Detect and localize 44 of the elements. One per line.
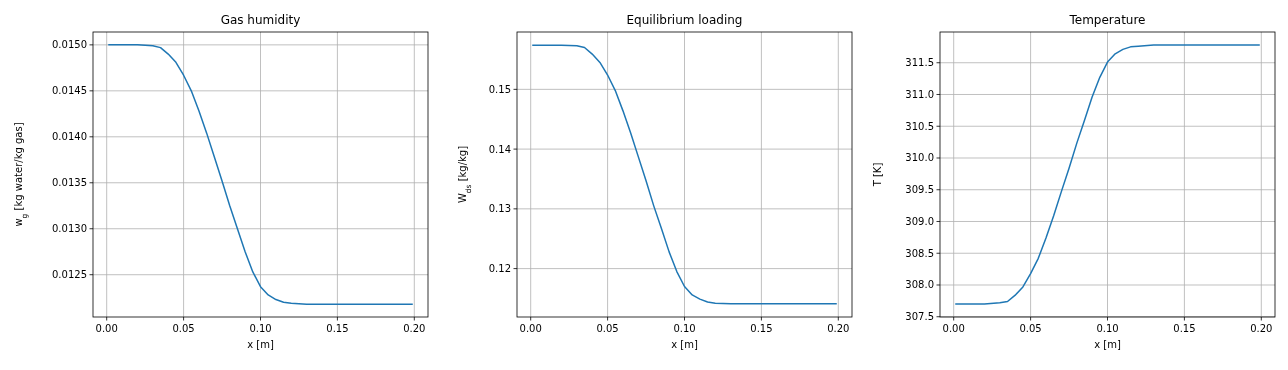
y-tick-label: 309.0 xyxy=(905,215,934,227)
y-axis-title: T [K] xyxy=(872,162,883,188)
y-tick-label: 309.5 xyxy=(905,184,934,196)
y-tick-label: 0.15 xyxy=(488,83,511,95)
y-tick-label: 0.0135 xyxy=(52,177,87,189)
x-tick-label: 0.10 xyxy=(673,323,696,334)
y-tick-label: 311.5 xyxy=(905,57,934,69)
chart-title: Temperature xyxy=(1068,13,1146,27)
y-tick-label: 0.14 xyxy=(488,143,511,155)
y-tick-label: 308.0 xyxy=(905,279,934,291)
y-tick-label: 0.13 xyxy=(488,203,511,215)
x-tick-label: 0.15 xyxy=(326,323,349,334)
y-tick-label: 311.0 xyxy=(905,88,934,100)
x-tick-label: 0.05 xyxy=(596,323,619,334)
x-tick-label: 0.20 xyxy=(827,323,850,334)
y-tick-label: 310.0 xyxy=(905,152,934,164)
x-tick-label: 0.00 xyxy=(942,323,965,334)
x-tick-label: 0.15 xyxy=(1173,323,1196,334)
line-series xyxy=(107,44,414,305)
x-tick-label: 0.15 xyxy=(750,323,773,334)
x-tick-label: 0.05 xyxy=(1019,323,1042,334)
line-series xyxy=(954,44,1261,305)
x-axis-title: x [m] xyxy=(671,339,698,350)
x-tick-label: 0.10 xyxy=(1096,323,1119,334)
x-tick-label: 0.10 xyxy=(249,323,272,334)
chart-title: Gas humidity xyxy=(220,13,301,27)
x-tick-label: 0.20 xyxy=(403,323,426,334)
y-tick-label: 0.0140 xyxy=(52,131,87,143)
x-tick-label: 0.00 xyxy=(95,323,118,334)
y-tick-label: 310.5 xyxy=(905,120,934,132)
line-series xyxy=(531,44,838,305)
x-tick-label: 0.00 xyxy=(519,323,542,334)
chart-title: Equilibrium loading xyxy=(626,13,743,27)
x-axis-title: x [m] xyxy=(247,339,274,350)
y-tick-label: 0.0130 xyxy=(52,223,87,235)
y-tick-label: 0.0145 xyxy=(52,85,87,97)
x-axis-title: x [m] xyxy=(1094,339,1121,350)
y-tick-label: 0.0150 xyxy=(52,39,87,51)
x-tick-label: 0.20 xyxy=(1250,323,1273,334)
y-tick-label: 0.0125 xyxy=(52,269,87,281)
x-tick-label: 0.05 xyxy=(172,323,195,334)
y-tick-label: 308.5 xyxy=(905,247,934,259)
y-tick-label: 307.5 xyxy=(905,311,934,323)
y-tick-label: 0.12 xyxy=(488,263,511,275)
